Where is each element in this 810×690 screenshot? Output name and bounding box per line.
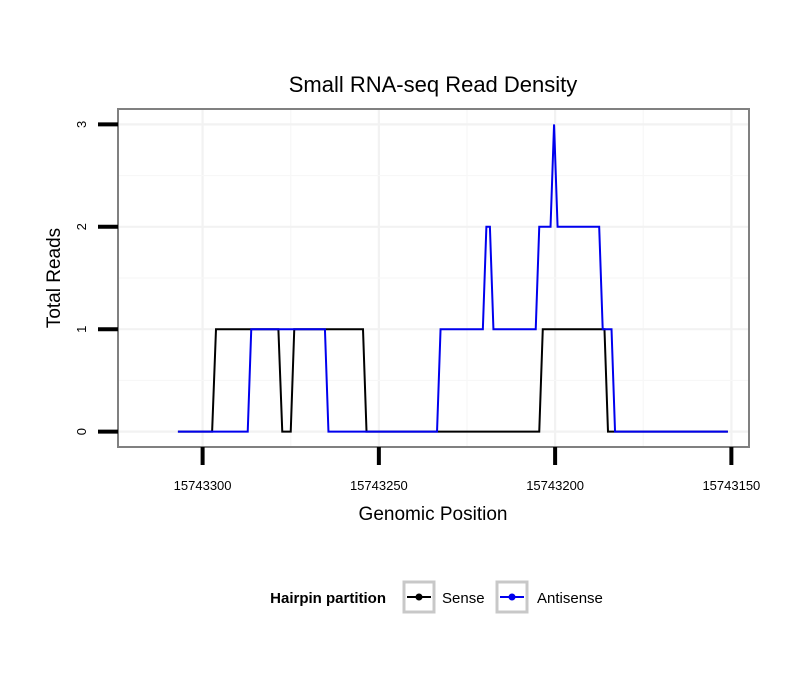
legend-label-antisense: Antisense	[537, 590, 603, 607]
y-tick-label: 0	[74, 428, 89, 435]
legend-key-antisense	[495, 580, 529, 614]
legend-item-antisense: Antisense	[495, 580, 603, 614]
y-axis: 0 1 2 3	[74, 121, 118, 435]
y-axis-title: Total Reads	[44, 228, 65, 328]
series-layer	[177, 124, 728, 433]
legend-marker-antisense	[508, 593, 516, 601]
x-axis-title: Genomic Position	[359, 504, 508, 525]
series-line-antisense	[177, 124, 728, 433]
legend-title: Hairpin partition	[270, 590, 386, 607]
x-tick-label: 15743300	[174, 478, 232, 493]
y-tick-label: 2	[74, 223, 89, 230]
y-tick-label: 1	[74, 326, 89, 333]
plot-border	[117, 108, 750, 448]
legend-item-sense: Sense	[402, 580, 485, 614]
legend-marker-sense	[415, 593, 423, 601]
x-axis: 15743300 15743250 15743200 15743150	[174, 447, 760, 493]
series-line-sense	[177, 328, 728, 433]
x-tick-label: 15743250	[350, 478, 408, 493]
chart-title: Small RNA-seq Read Density	[289, 72, 578, 97]
x-tick-label: 15743200	[526, 478, 584, 493]
legend: Hairpin partition Sense Antisense	[270, 580, 603, 614]
x-tick-label: 15743150	[702, 478, 760, 493]
y-tick-label: 3	[74, 121, 89, 128]
legend-label-sense: Sense	[442, 590, 485, 607]
